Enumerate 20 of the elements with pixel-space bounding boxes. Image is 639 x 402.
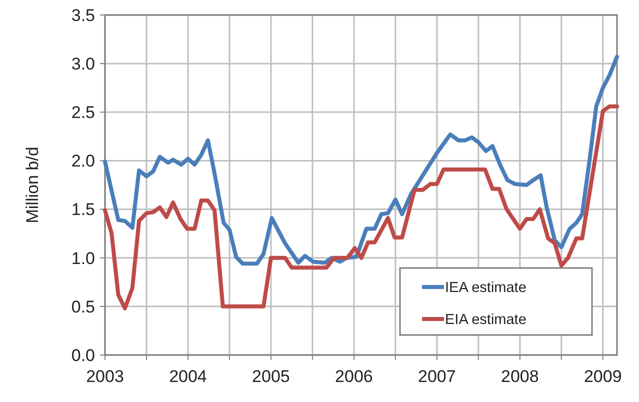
x-tick-label: 2005 [252, 367, 290, 386]
x-tick-label: 2009 [584, 367, 622, 386]
y-tick-label: 0.0 [71, 346, 95, 365]
x-tick-label: 2004 [169, 367, 207, 386]
y-tick-label: 1.5 [71, 200, 95, 220]
line-series [103, 104, 619, 310]
y-tick-label: 3.5 [71, 6, 95, 25]
x-tick-label: 2003 [86, 367, 124, 386]
y-tick-label: 1.0 [71, 248, 95, 268]
legend-label: IEA estimate [445, 280, 526, 296]
x-tick-label: 2008 [500, 367, 539, 386]
x-tick-label: 2006 [335, 367, 373, 386]
x-tick-label: 2007 [418, 367, 456, 386]
legend-label: EIA estimate [445, 312, 526, 328]
y-axis-title: Million b/d [23, 146, 42, 224]
y-tick-label: 2.5 [71, 103, 95, 122]
line-series [103, 54, 619, 266]
y-tick-label: 0.5 [71, 297, 95, 316]
y-tick-label: 3.0 [71, 54, 95, 74]
y-tick-label: 2.0 [71, 152, 95, 171]
